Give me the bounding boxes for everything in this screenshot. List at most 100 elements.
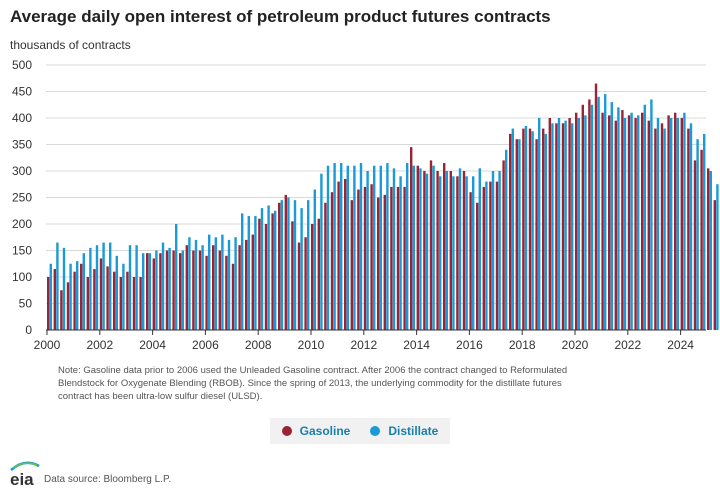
distillate-bar bbox=[524, 125, 528, 330]
gasoline-bar bbox=[218, 250, 221, 330]
y-tick-labels: 0 50 100 150 200 250 300 350 400 450 500 bbox=[12, 58, 32, 337]
gasoline-bar bbox=[674, 112, 677, 330]
x-tick-label: 2024 bbox=[667, 338, 694, 352]
distillate-bar bbox=[109, 242, 112, 330]
distillate-bar bbox=[518, 139, 521, 330]
gasoline-bar bbox=[119, 277, 122, 330]
legend-item-gasoline[interactable]: Gasoline bbox=[281, 424, 350, 438]
gasoline-bar bbox=[693, 160, 697, 330]
gasoline-bar bbox=[113, 271, 116, 330]
gasoline-bar bbox=[515, 139, 518, 330]
distillate-bar bbox=[366, 171, 369, 330]
x-tick-label: 2018 bbox=[509, 338, 536, 352]
legend-item-distillate[interactable]: Distillate bbox=[370, 424, 438, 438]
distillate-bar bbox=[557, 118, 561, 330]
gasoline-bar bbox=[528, 128, 532, 330]
gasoline-bar bbox=[555, 123, 558, 330]
distillate-bar bbox=[472, 176, 475, 330]
distillate-bar bbox=[359, 163, 363, 330]
gasoline-bar bbox=[614, 120, 617, 331]
distillate-bar bbox=[505, 149, 508, 330]
gasoline-bar bbox=[93, 269, 96, 330]
gasoline-bar bbox=[370, 184, 373, 330]
gasoline-bar bbox=[522, 128, 525, 330]
gasoline-bar bbox=[159, 253, 162, 330]
y-tick-label: 100 bbox=[12, 270, 32, 284]
distillate-bar bbox=[280, 200, 283, 330]
gasoline-bar bbox=[621, 110, 624, 330]
distillate-bar bbox=[406, 163, 409, 330]
distillate-bar bbox=[313, 189, 316, 330]
x-tick-label: 2000 bbox=[34, 338, 61, 352]
gasoline-bar bbox=[476, 202, 479, 330]
gasoline-bar bbox=[548, 118, 551, 330]
gasoline-bar bbox=[245, 239, 248, 330]
gasoline-bar bbox=[357, 189, 360, 330]
x-tick-label: 2020 bbox=[562, 338, 589, 352]
gasoline-bar bbox=[588, 99, 591, 330]
x-tick-label: 2016 bbox=[456, 338, 483, 352]
distillate-bar bbox=[432, 165, 435, 330]
gasoline-bar bbox=[350, 200, 353, 330]
distillate-bar bbox=[425, 173, 429, 330]
distillate-bar bbox=[82, 253, 85, 330]
distillate-bar bbox=[274, 210, 277, 330]
distillate-bar bbox=[386, 163, 389, 330]
distillate-bar bbox=[650, 99, 653, 330]
gasoline-bar bbox=[383, 194, 386, 330]
distillate-bar bbox=[227, 239, 231, 330]
gasoline-bar bbox=[225, 255, 228, 330]
x-tick-label: 2014 bbox=[403, 338, 430, 352]
gasoline-bar bbox=[363, 186, 367, 330]
eia-logo-icon: eia bbox=[10, 461, 40, 488]
distillate-bar bbox=[201, 245, 204, 330]
distillate-bar bbox=[617, 107, 620, 331]
gasoline-bar bbox=[284, 194, 287, 330]
gasoline-bar bbox=[337, 181, 340, 330]
gridlines bbox=[46, 64, 706, 304]
distillate-bar bbox=[148, 253, 151, 330]
distillate-bar bbox=[590, 104, 594, 330]
gasoline-bar bbox=[660, 123, 664, 330]
gasoline-bar bbox=[713, 200, 716, 330]
gasoline-bar bbox=[390, 186, 393, 330]
distillate-bar bbox=[637, 115, 640, 330]
gasoline-bar bbox=[601, 112, 604, 330]
gasoline-bar bbox=[647, 120, 650, 331]
gasoline-bar bbox=[680, 118, 683, 330]
distillate-bar bbox=[412, 165, 415, 330]
gasoline-bar bbox=[192, 250, 195, 330]
gasoline-bar bbox=[212, 245, 215, 330]
distillate-bar bbox=[62, 247, 66, 330]
gasoline-bar bbox=[542, 128, 545, 330]
gasoline-bar bbox=[304, 237, 307, 330]
distillate-bar bbox=[458, 168, 462, 330]
gasoline-bar bbox=[231, 263, 235, 330]
gasoline-bar bbox=[311, 224, 314, 330]
gasoline-bar bbox=[152, 258, 155, 330]
gasoline-bar bbox=[608, 115, 611, 330]
gasoline-bar bbox=[627, 115, 631, 330]
x-tick-label: 2002 bbox=[86, 338, 113, 352]
distillate-bar bbox=[247, 216, 250, 330]
gasoline-bar bbox=[291, 221, 294, 330]
distillate-bar bbox=[491, 171, 495, 330]
distillate-bar bbox=[498, 171, 501, 330]
gasoline-bar bbox=[53, 269, 56, 330]
distillate-bar bbox=[241, 213, 244, 330]
gasoline-bar bbox=[106, 266, 109, 330]
distillate-bar bbox=[76, 261, 79, 330]
x-tick-label: 2006 bbox=[192, 338, 219, 352]
gasoline-bar bbox=[502, 160, 505, 330]
gasoline-bar bbox=[278, 202, 281, 330]
gasoline-bar bbox=[654, 128, 657, 330]
distillate-bar bbox=[571, 123, 574, 330]
distillate-bar bbox=[122, 263, 125, 330]
distillate-bar bbox=[135, 245, 138, 330]
gasoline-swatch-icon bbox=[281, 426, 292, 436]
gasoline-bar bbox=[561, 123, 565, 330]
distillate-bar bbox=[221, 234, 224, 330]
distillate-bar bbox=[597, 96, 600, 330]
distillate-bar bbox=[419, 168, 422, 330]
gasoline-bar bbox=[60, 290, 63, 330]
